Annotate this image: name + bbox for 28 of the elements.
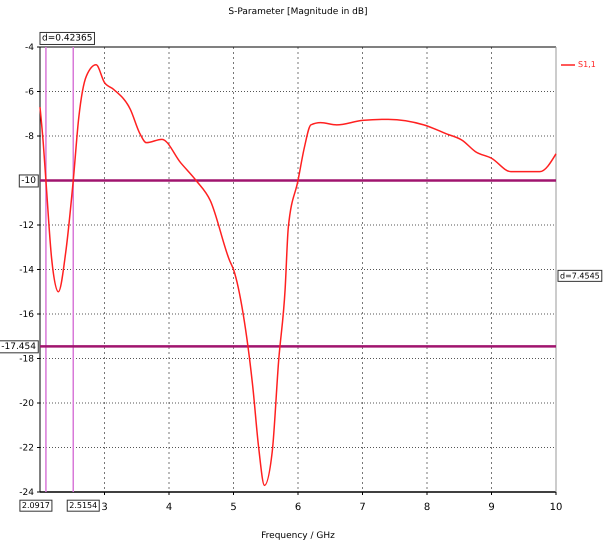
x-tick-label: 9 <box>488 502 495 513</box>
y-tick-label: -16 <box>19 310 34 320</box>
ref-line-label: -17.454 <box>1 342 36 352</box>
x-tick-label: 4 <box>166 502 172 513</box>
y-tick-label: -14 <box>19 265 34 276</box>
y-tick-label: -24 <box>19 488 34 498</box>
x-axis-title: Frequency / GHz <box>261 531 336 541</box>
x-tick-label: 8 <box>424 502 430 513</box>
y-tick-label: -4 <box>25 42 34 53</box>
y-tick-label: -18 <box>19 354 34 364</box>
text: d=7.4545 <box>560 271 600 280</box>
y-tick-label: -8 <box>25 132 34 142</box>
y-tick-label: -22 <box>19 443 34 454</box>
legend-label: S1,1 <box>578 60 596 70</box>
text: d=0.42365 <box>42 33 92 44</box>
x-tick-label: 5 <box>230 502 237 513</box>
x-tick-label: 6 <box>294 502 302 513</box>
y-tick-label: -6 <box>25 87 34 98</box>
x-tick-label: 10 <box>550 502 562 513</box>
x-tick-label: 3 <box>101 502 108 513</box>
y-tick-label: -20 <box>19 398 34 409</box>
chart-title: S-Parameter [Magnitude in dB] <box>228 7 368 17</box>
ref-line-label: 2.5154 <box>69 501 98 510</box>
ref-line-label: -10 <box>21 176 36 186</box>
x-tick-label: 7 <box>359 502 366 513</box>
ref-line-label: 2.0917 <box>22 501 50 510</box>
y-tick-label: -12 <box>19 220 34 231</box>
line-series <box>39 64 557 486</box>
